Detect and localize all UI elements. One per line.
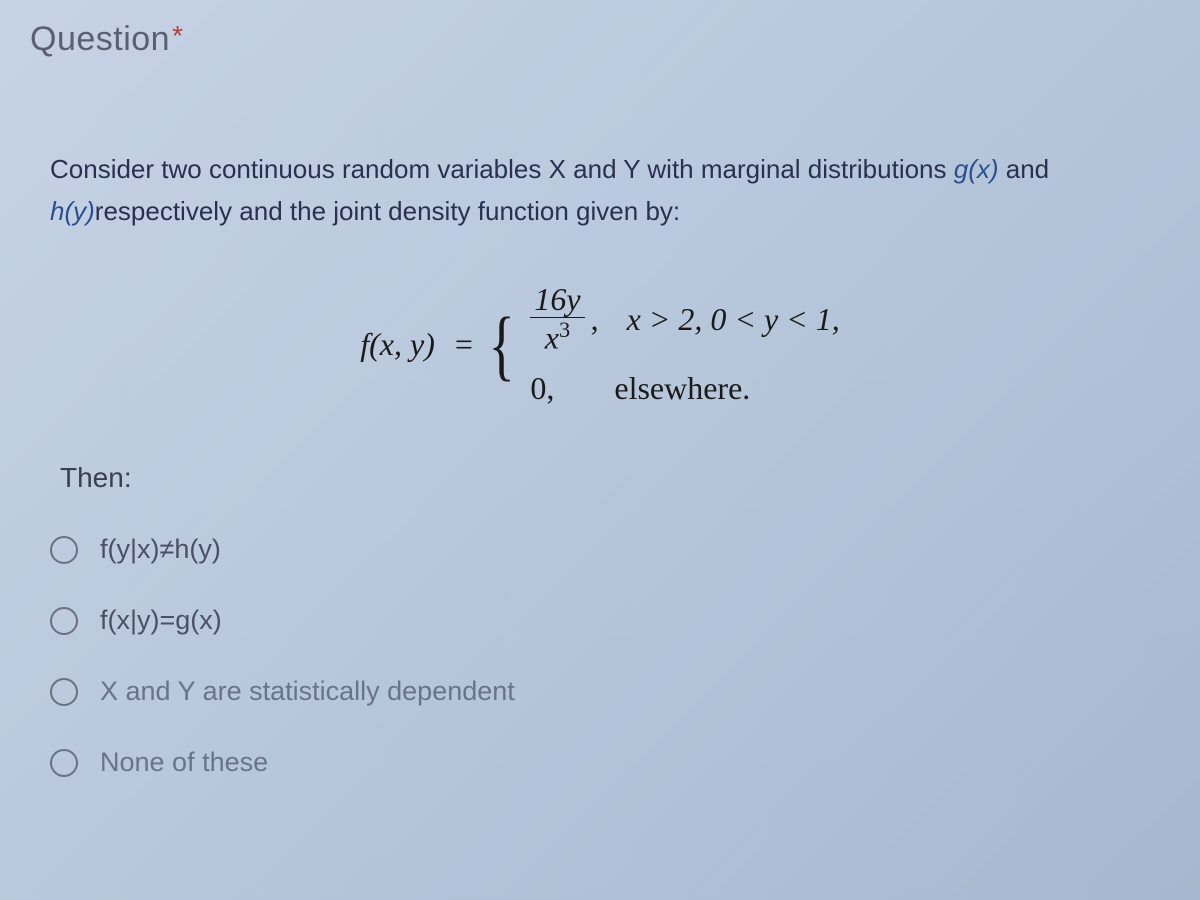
prompt-hy: h(y) [50,196,95,226]
radio-icon[interactable] [50,678,78,706]
case2-condition: elsewhere. [614,370,750,407]
required-asterisk: * [172,20,183,51]
option-1-label: f(y|x)≠h(y) [100,534,221,565]
option-1[interactable]: f(y|x)≠h(y) [50,534,1150,565]
formula-case-1: 16y x3 , x > 2, 0 < y < 1, [530,282,839,356]
question-title: Question [30,20,170,58]
option-2[interactable]: f(x|y)=g(x) [50,605,1150,636]
then-label: Then: [60,462,1140,494]
formula-brace: { [489,310,515,380]
prompt-line1-a: Consider two continuous random variables… [50,154,954,184]
option-3-label: X and Y are statistically dependent [100,676,515,707]
case2-value: 0, [530,370,586,407]
formula-lhs: f(x, y) [360,326,435,363]
prompt-line2: respectively and the joint density funct… [95,196,680,226]
option-3[interactable]: X and Y are statistically dependent [50,676,1150,707]
option-2-label: f(x|y)=g(x) [100,605,222,636]
case1-condition: x > 2, 0 < y < 1, [627,301,840,338]
question-prompt: Consider two continuous random variables… [30,149,1170,232]
radio-icon[interactable] [50,536,78,564]
radio-icon[interactable] [50,749,78,777]
formula: f(x, y) = { 16y x3 , x > 2, 0 < y < 1, 0… [30,282,1170,407]
formula-equals: = [455,326,473,363]
frac-denominator: x3 [541,318,574,356]
radio-icon[interactable] [50,607,78,635]
prompt-line1-b: and [999,154,1050,184]
frac-numerator: 16y [530,282,584,318]
formula-case-2: 0, elsewhere. [530,370,839,407]
formula-cases: 16y x3 , x > 2, 0 < y < 1, 0, elsewhere. [530,282,839,407]
prompt-gx: g(x) [954,154,999,184]
question-header: Question* [30,20,1170,59]
option-4-label: None of these [100,747,268,778]
formula-fraction: 16y x3 [530,282,584,356]
case1-comma: , [591,301,599,338]
option-4[interactable]: None of these [50,747,1150,778]
options-list: f(y|x)≠h(y) f(x|y)=g(x) X and Y are stat… [30,534,1170,778]
